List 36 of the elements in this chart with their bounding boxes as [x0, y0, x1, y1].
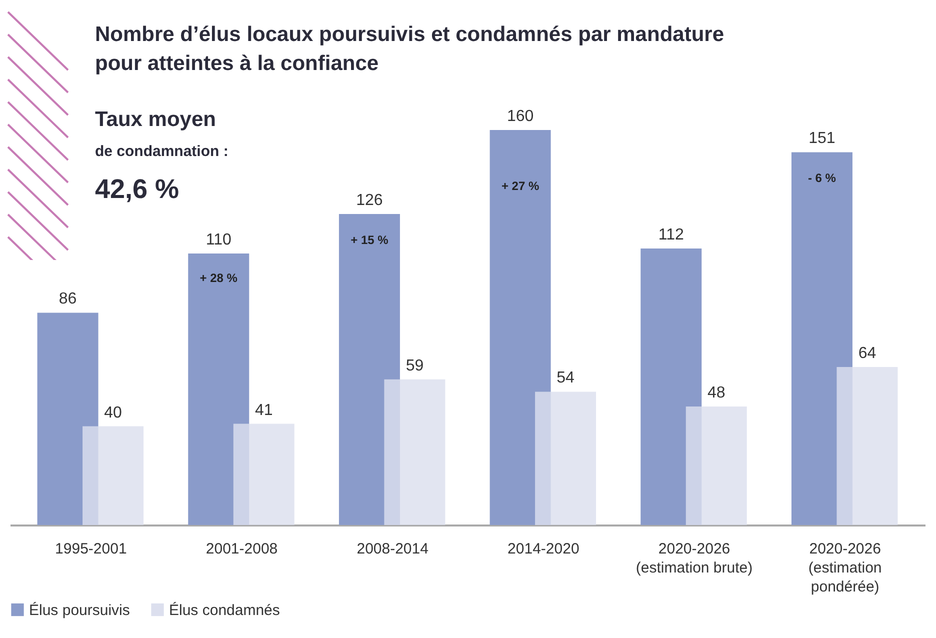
- annotation: Taux moyen: [95, 108, 216, 131]
- data-label: 54: [556, 370, 575, 387]
- chart-title: Nombre d’élus locaux poursuivis et condamnés par mandature pour atteintes à la confiance: [95, 23, 724, 75]
- bar: [384, 379, 446, 525]
- data-label: 160: [506, 108, 534, 125]
- x-tick-label: 2008-2014: [356, 540, 428, 558]
- legend-label: Élus condamnés: [169, 600, 280, 619]
- data-label: 86: [58, 290, 77, 308]
- data-label: 41: [254, 402, 273, 419]
- data-label: 48: [707, 384, 726, 402]
- annotation: + 15 %: [350, 233, 389, 247]
- annotation: - 6 %: [808, 171, 836, 185]
- legend-label: Élus poursuivis: [29, 600, 130, 619]
- x-tick-label: 2020-2026 (estimation brute): [636, 540, 753, 576]
- bar: [836, 367, 898, 525]
- bar: [490, 130, 551, 525]
- data-label: 40: [104, 404, 122, 422]
- data-label: 151: [808, 130, 836, 148]
- annotation: + 28 %: [200, 271, 238, 285]
- bar: [535, 392, 596, 525]
- x-tick-label: 2014-2020: [508, 540, 580, 558]
- x-tick-label: 2001-2008: [206, 540, 278, 558]
- bar: [686, 406, 747, 525]
- data-label: 64: [858, 345, 876, 362]
- annotation: 42,6 %: [95, 174, 180, 204]
- bar: [233, 424, 294, 525]
- data-label: 112: [658, 226, 684, 244]
- x-tick-label: 1995-2001: [55, 540, 127, 558]
- annotation: + 27 %: [501, 179, 540, 193]
- x-tick-label: 2020-2026 (estimation pondérée): [808, 540, 882, 596]
- bar: [82, 426, 144, 525]
- data-label: 59: [406, 357, 424, 374]
- data-label: 110: [206, 231, 232, 248]
- annotation: de condamnation :: [95, 143, 228, 160]
- data-label: 126: [356, 192, 383, 209]
- bar: [188, 253, 250, 525]
